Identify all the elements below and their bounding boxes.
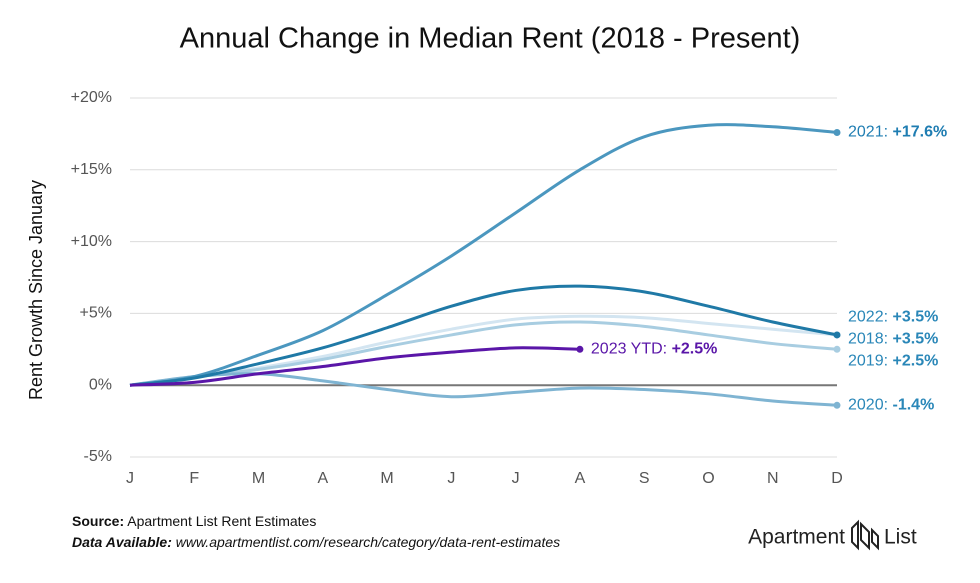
y-tick-label: +10% (71, 233, 112, 250)
series-line (129, 123, 838, 387)
logo-right: List (884, 526, 917, 549)
series-name: 2021: (848, 124, 888, 141)
x-tick-label: F (189, 470, 199, 487)
value-label: +2.5% (672, 341, 718, 358)
end-label: 2022: +3.5% (848, 309, 938, 326)
series-name: 2022: (848, 309, 888, 326)
y-tick-label: -5% (84, 448, 112, 465)
series-name: 2023 YTD: (591, 341, 667, 358)
x-tick-label: A (575, 470, 586, 487)
y-tick-label: +5% (80, 305, 112, 322)
x-tick-label: J (126, 470, 134, 487)
end-label: 2019: +2.5% (848, 353, 938, 370)
logo-icon (851, 519, 879, 551)
end-label: 2021: +17.6% (848, 124, 947, 141)
series-name: 2020: (848, 397, 888, 414)
end-marker (833, 331, 841, 339)
footer-source: Source: Apartment List Rent Estimates (72, 513, 316, 529)
end-marker (833, 128, 841, 136)
x-tick-label: O (702, 470, 714, 487)
data-label: Data Available: (72, 534, 172, 550)
y-tick-label: 0% (89, 376, 112, 393)
x-tick-label: A (317, 470, 328, 487)
end-label: 2023 YTD: +2.5% (591, 341, 717, 358)
end-marker (576, 345, 584, 353)
x-tick-label: J (512, 470, 520, 487)
x-tick-label: J (447, 470, 455, 487)
y-tick-label: +20% (71, 89, 112, 106)
chart-title: Annual Change in Median Rent (2018 - Pre… (180, 23, 801, 55)
end-marker (833, 401, 841, 409)
x-tick-label: N (767, 470, 779, 487)
y-axis-label: Rent Growth Since January (26, 180, 46, 400)
y-tick-label: +15% (71, 161, 112, 178)
source-text: Apartment List Rent Estimates (127, 513, 316, 529)
value-label: +17.6% (893, 124, 948, 141)
logo: Apartment List (748, 519, 917, 551)
series-name: 2018: (848, 331, 888, 348)
end-label: 2020: -1.4% (848, 397, 934, 414)
x-tick-label: M (380, 470, 393, 487)
value-label: +3.5% (893, 331, 939, 348)
end-marker (833, 345, 841, 353)
series-name: 2019: (848, 353, 888, 370)
value-label: -1.4% (893, 397, 935, 414)
data-text: www.apartmentlist.com/research/category/… (176, 534, 560, 550)
logo-left: Apartment (748, 526, 845, 549)
series-line (129, 284, 838, 387)
source-label: Source: (72, 513, 124, 529)
x-tick-label: S (639, 470, 650, 487)
value-label: +3.5% (893, 309, 939, 326)
series-line (129, 320, 838, 387)
x-tick-label: D (831, 470, 843, 487)
value-label: +2.5% (893, 353, 939, 370)
series-line (129, 346, 580, 387)
footer-data: Data Available: www.apartmentlist.com/re… (72, 534, 560, 550)
end-label: 2018: +3.5% (848, 331, 938, 348)
x-tick-label: M (252, 470, 265, 487)
